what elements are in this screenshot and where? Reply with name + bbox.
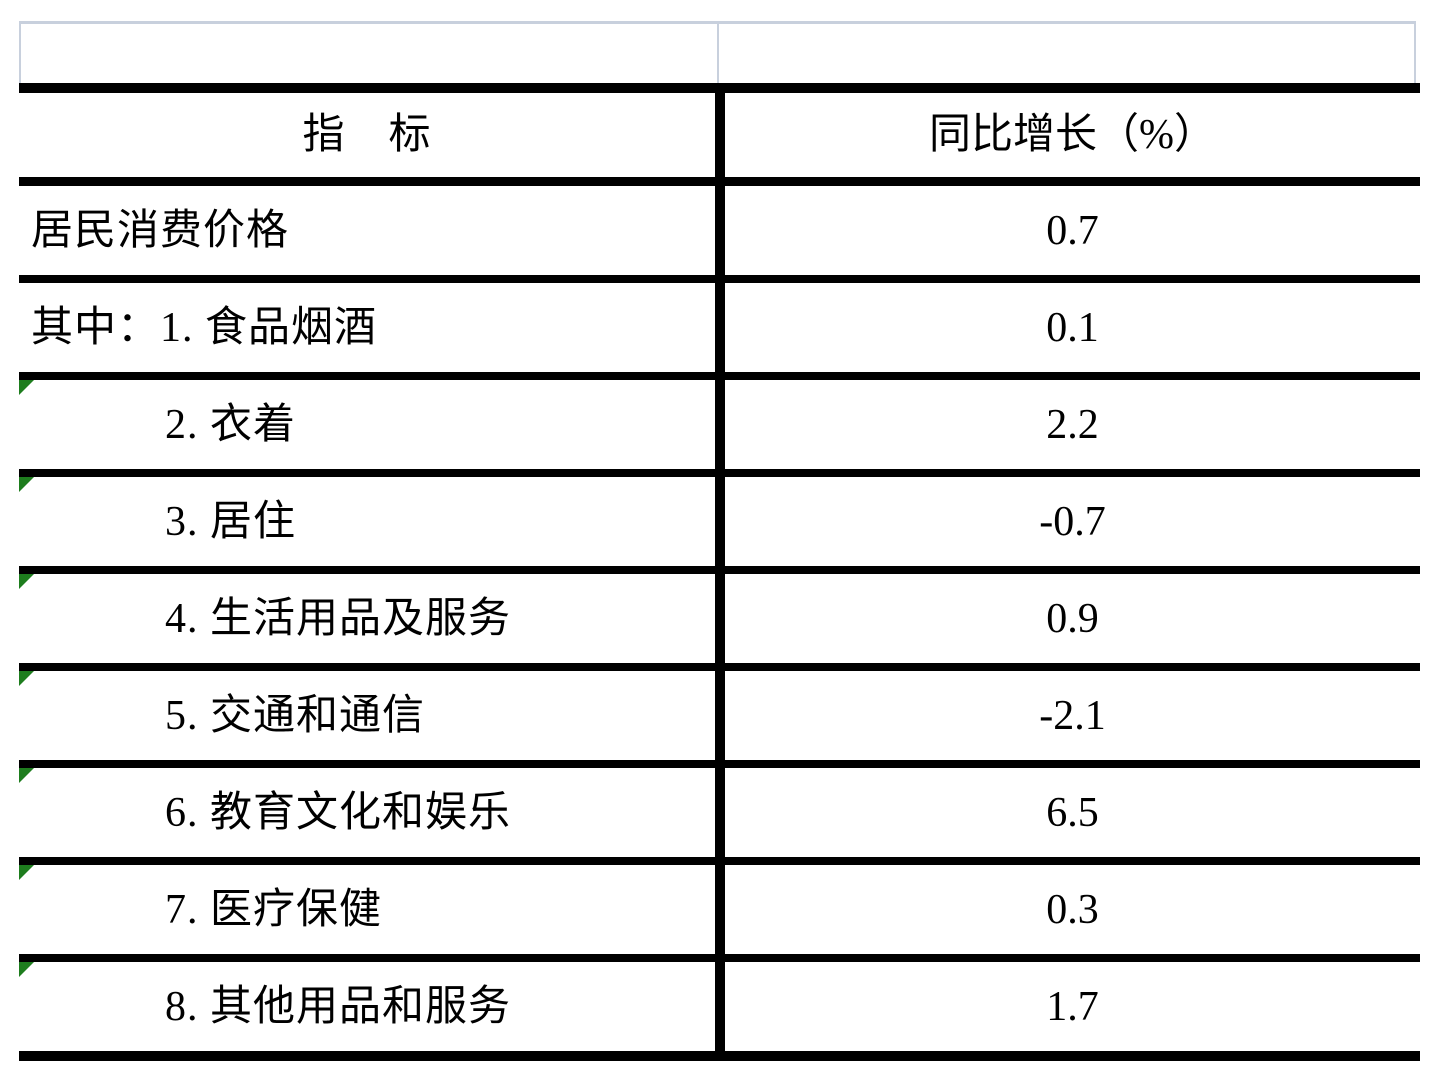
row-label: 居民消费价格: [31, 207, 290, 254]
row-label: 4. 生活用品及服务: [165, 595, 512, 642]
row-value: 2.2: [715, 380, 1420, 469]
spreadsheet-empty-row: [19, 21, 1416, 83]
row-value: 6.5: [715, 768, 1420, 857]
row-label: 6. 教育文化和娱乐: [165, 789, 512, 836]
cell-corner-marker-icon: [19, 574, 34, 589]
gridline-divider: [717, 24, 719, 83]
row-value: 0.9: [715, 574, 1420, 663]
cell-corner-marker-icon: [19, 865, 34, 880]
row-value: -0.7: [715, 477, 1420, 566]
row-label: 其中：1. 食品烟酒: [31, 304, 378, 351]
table-row: 2. 衣着 2.2: [19, 380, 1420, 477]
row-label: 3. 居住: [165, 498, 297, 545]
row-value: 1.7: [715, 962, 1420, 1051]
row-label: 7. 医疗保健: [165, 886, 383, 933]
row-value: 0.7: [715, 186, 1420, 275]
header-indicator: 指 标: [302, 112, 432, 158]
row-label: 8. 其他用品和服务: [165, 983, 512, 1030]
cell-corner-marker-icon: [19, 962, 34, 977]
row-value: -2.1: [715, 671, 1420, 760]
cell-corner-marker-icon: [19, 671, 34, 686]
table-row: 6. 教育文化和娱乐 6.5: [19, 768, 1420, 865]
row-value: 0.1: [715, 283, 1420, 372]
table-row: 7. 医疗保健 0.3: [19, 865, 1420, 962]
cpi-table: 指 标 同比增长（%） 居民消费价格 0.7 其中：1. 食品烟酒 0.1 2.…: [19, 83, 1420, 1061]
table-row: 8. 其他用品和服务 1.7: [19, 962, 1420, 1051]
table-header-row: 指 标 同比增长（%）: [19, 93, 1420, 186]
table-row: 居民消费价格 0.7: [19, 186, 1420, 283]
table-row: 3. 居住 -0.7: [19, 477, 1420, 574]
row-value: 0.3: [715, 865, 1420, 954]
cell-corner-marker-icon: [19, 477, 34, 492]
cell-corner-marker-icon: [19, 380, 34, 395]
table-row: 其中：1. 食品烟酒 0.1: [19, 283, 1420, 380]
row-label: 5. 交通和通信: [165, 692, 426, 739]
header-growth: 同比增长（%）: [715, 93, 1420, 177]
cell-corner-marker-icon: [19, 768, 34, 783]
table-row: 5. 交通和通信 -2.1: [19, 671, 1420, 768]
table-row: 4. 生活用品及服务 0.9: [19, 574, 1420, 671]
row-label: 2. 衣着: [165, 401, 297, 448]
